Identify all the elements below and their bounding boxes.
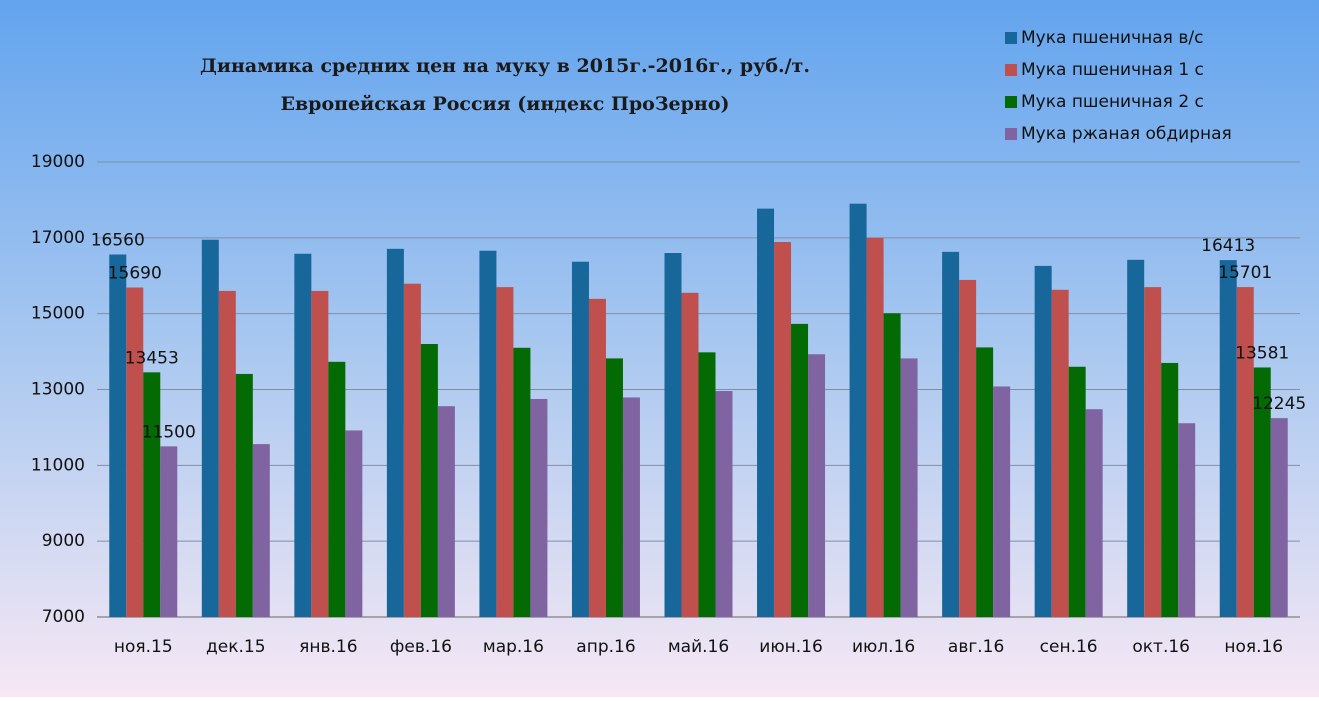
legend-swatch: [1005, 64, 1017, 76]
bar: [479, 250, 497, 617]
chart-title: Динамика средних цен на муку в 2015г.-20…: [200, 55, 810, 77]
bar: [571, 261, 589, 617]
bar: [235, 373, 253, 617]
bar: [1068, 366, 1086, 617]
legend-swatch: [1005, 128, 1017, 140]
bar: [1051, 289, 1069, 617]
bar: [328, 361, 346, 617]
data-label: 11500: [142, 422, 196, 442]
chart-subtitle: Европейская Россия (индекс ПроЗерно): [280, 93, 729, 115]
bar: [681, 292, 699, 617]
bar: [849, 203, 867, 618]
bar: [976, 347, 994, 617]
legend-label: Мука пшеничная 2 с: [1021, 92, 1204, 112]
y-tick-label: 19000: [31, 152, 85, 172]
bar: [218, 290, 236, 617]
bar: [1085, 409, 1103, 617]
bar: [757, 208, 775, 617]
bar: [993, 386, 1011, 617]
bar: [109, 254, 127, 617]
bar: [942, 251, 960, 618]
data-label: 13453: [125, 348, 179, 368]
x-tick-label: июн.16: [759, 637, 823, 657]
bar: [201, 239, 219, 617]
bar: [1236, 287, 1254, 617]
x-tick-label: ноя.15: [114, 637, 173, 657]
bar: [496, 287, 514, 617]
bar: [420, 344, 438, 617]
legend-label: Мука пшеничная 1 с: [1021, 60, 1204, 80]
bar: [588, 298, 606, 617]
bar: [437, 406, 455, 617]
bar: [403, 283, 421, 617]
y-tick-label: 17000: [31, 228, 85, 248]
bar: [959, 279, 977, 617]
bar: [1161, 362, 1179, 617]
bar: [664, 253, 682, 617]
bar: [1034, 265, 1052, 617]
bar: [698, 352, 716, 617]
legend-swatch: [1005, 96, 1017, 108]
y-tick-label: 13000: [31, 380, 85, 400]
bar: [622, 397, 640, 617]
data-label: 13581: [1235, 343, 1289, 363]
x-tick-label: дек.15: [206, 637, 266, 657]
x-tick-label: май.16: [668, 637, 729, 657]
x-tick-label: авг.16: [948, 637, 1004, 657]
bar: [252, 444, 270, 617]
bar: [143, 372, 161, 617]
y-tick-label: 7000: [42, 607, 85, 627]
y-tick-label: 11000: [31, 455, 85, 475]
bar: [900, 358, 918, 617]
bar: [866, 237, 884, 618]
bar: [345, 430, 363, 617]
bar: [1219, 260, 1237, 617]
x-tick-label: июл.16: [852, 637, 915, 657]
x-tick-label: янв.16: [299, 637, 357, 657]
data-label: 15701: [1218, 263, 1272, 283]
bar: [791, 323, 809, 617]
bar: [1144, 287, 1162, 617]
bar: [1253, 367, 1271, 617]
bar: [386, 248, 404, 617]
bar: [294, 253, 312, 617]
y-tick-label: 15000: [31, 304, 85, 324]
bar: [883, 313, 901, 617]
legend-label: Мука ржаная обдирная: [1021, 124, 1232, 144]
bar: [605, 358, 623, 617]
data-label: 16413: [1201, 236, 1255, 256]
x-tick-label: окт.16: [1132, 637, 1190, 657]
x-tick-label: фев.16: [390, 637, 452, 657]
bar: [808, 354, 826, 617]
legend-label: Мука пшеничная в/с: [1021, 28, 1203, 48]
bar: [311, 290, 329, 617]
bar: [513, 347, 531, 617]
x-tick-label: ноя.16: [1224, 637, 1283, 657]
x-tick-label: мар.16: [483, 637, 544, 657]
x-tick-label: апр.16: [576, 637, 635, 657]
bar: [530, 398, 548, 617]
bar: [160, 446, 178, 617]
bar: [126, 287, 144, 617]
y-tick-label: 9000: [42, 531, 85, 551]
x-tick-label: сен.16: [1040, 637, 1098, 657]
bar: [774, 242, 792, 618]
legend-swatch: [1005, 32, 1017, 44]
data-label: 16560: [91, 231, 145, 251]
data-label: 15690: [108, 264, 162, 284]
bar: [715, 391, 733, 617]
bar: [1178, 423, 1196, 617]
data-label: 12245: [1252, 394, 1306, 414]
bar: [1127, 259, 1145, 617]
bar: [1270, 418, 1288, 617]
